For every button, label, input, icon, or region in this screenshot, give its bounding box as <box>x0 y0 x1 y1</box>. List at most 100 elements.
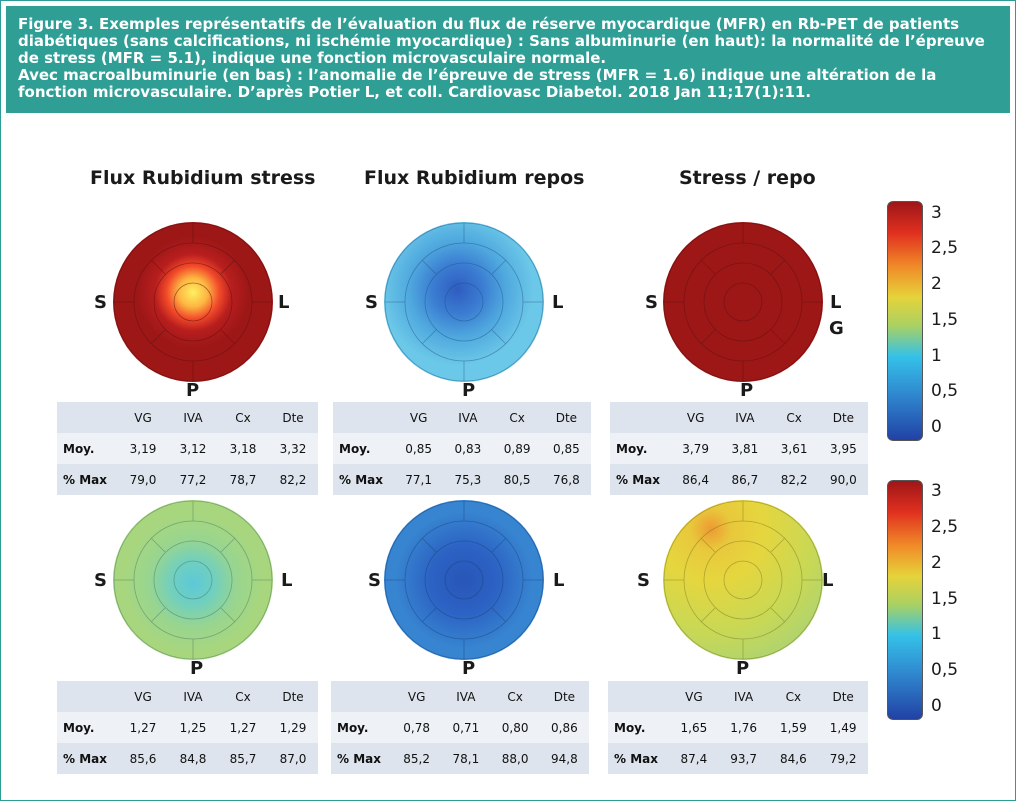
label-l: L <box>553 570 565 591</box>
col-dte: Dte <box>541 402 591 433</box>
cell: 77,2 <box>168 464 218 495</box>
cell: 3,95 <box>818 433 868 464</box>
row-label-max: % Max <box>57 464 118 495</box>
caption-line-2: Avec macroalbuminurie (en bas) : l’anoma… <box>18 66 937 101</box>
col-cx: Cx <box>768 681 819 712</box>
label-p: P <box>186 380 200 401</box>
label-p: P <box>190 658 204 679</box>
cell: 3,32 <box>268 433 318 464</box>
label-p: P <box>462 658 476 679</box>
row-label-max: % Max <box>610 464 671 495</box>
cell: 3,61 <box>769 433 819 464</box>
data-table-repos-bottom: VG IVA Cx Dte Moy. 0,78 0,71 0,80 0,86 % Max 85,… <box>331 681 589 774</box>
color-scale-top <box>887 201 923 441</box>
title-repos: Flux Rubidium repos <box>364 167 585 189</box>
col-dte: Dte <box>818 681 868 712</box>
col-cx: Cx <box>492 402 542 433</box>
cell: 3,81 <box>720 433 770 464</box>
cell: 86,7 <box>720 464 770 495</box>
col-vg: VG <box>394 402 444 433</box>
col-dte: Dte <box>268 402 318 433</box>
cell: 1,25 <box>168 712 218 743</box>
cell: 78,1 <box>441 743 491 774</box>
data-table-stress-top: VG IVA Cx Dte Moy. 3,19 3,12 3,18 3,32 % Max 79,… <box>57 402 318 495</box>
polar-map-repos-top <box>384 222 544 382</box>
cell: 79,2 <box>818 743 868 774</box>
row-label-moy: Moy. <box>57 712 118 743</box>
cell: 78,7 <box>218 464 268 495</box>
col-vg: VG <box>118 681 168 712</box>
polar-map-repos-bottom <box>384 500 544 660</box>
cell: 85,7 <box>218 743 268 774</box>
col-vg: VG <box>671 402 721 433</box>
row-label-moy: Moy. <box>333 433 394 464</box>
col-cx: Cx <box>490 681 540 712</box>
col-cx: Cx <box>218 402 268 433</box>
polar-map-ratio-bottom <box>663 500 823 660</box>
scale-tick: 1,5 <box>931 310 959 330</box>
cell: 85,6 <box>118 743 168 774</box>
row-label-moy: Moy. <box>610 433 671 464</box>
cell: 0,83 <box>443 433 493 464</box>
cell: 84,6 <box>768 743 819 774</box>
caption-line-1: Figure 3. Exemples représentatifs de l’é… <box>18 15 985 67</box>
label-s: S <box>94 292 107 313</box>
col-cx: Cx <box>218 681 268 712</box>
scale-tick: 0 <box>931 696 942 716</box>
cell: 76,8 <box>541 464 591 495</box>
label-s: S <box>365 292 378 313</box>
label-s: S <box>368 570 381 591</box>
row-label-max: % Max <box>608 743 669 774</box>
col-iva: IVA <box>441 681 491 712</box>
cell: 93,7 <box>718 743 769 774</box>
label-s: S <box>94 570 107 591</box>
cell: 80,5 <box>492 464 542 495</box>
scale-tick: 1 <box>931 346 942 366</box>
label-s: S <box>637 570 650 591</box>
cell: 0,71 <box>441 712 491 743</box>
row-label-moy: Moy. <box>331 712 392 743</box>
scale-tick: 2 <box>931 274 942 294</box>
label-p: P <box>736 658 750 679</box>
row-label-moy: Moy. <box>608 712 669 743</box>
cell: 0,85 <box>394 433 444 464</box>
polar-map-ratio-top <box>663 222 823 382</box>
row-label-moy: Moy. <box>57 433 118 464</box>
data-table-ratio-bottom: VG IVA Cx Dte Moy. 1,65 1,76 1,59 1,49 % Max 87,… <box>608 681 868 774</box>
cell: 88,0 <box>490 743 540 774</box>
scale-tick: 1 <box>931 624 942 644</box>
row-label-max: % Max <box>333 464 394 495</box>
col-dte: Dte <box>268 681 318 712</box>
col-iva: IVA <box>720 402 770 433</box>
cell: 82,2 <box>769 464 819 495</box>
scale-tick: 2 <box>931 553 942 573</box>
color-scale-bottom <box>887 480 923 720</box>
cell: 0,80 <box>490 712 540 743</box>
cell: 84,8 <box>168 743 218 774</box>
label-p: P <box>740 380 754 401</box>
col-dte: Dte <box>539 681 589 712</box>
cell: 0,85 <box>541 433 591 464</box>
cell: 1,65 <box>669 712 719 743</box>
title-stress: Flux Rubidium stress <box>90 167 316 189</box>
cell: 3,79 <box>671 433 721 464</box>
scale-tick: 0,5 <box>931 381 959 401</box>
cell: 85,2 <box>392 743 442 774</box>
col-cx: Cx <box>769 402 819 433</box>
cell: 3,18 <box>218 433 268 464</box>
data-table-stress-bottom: VG IVA Cx Dte Moy. 1,27 1,25 1,27 1,29 % Max 85,… <box>57 681 318 774</box>
col-iva: IVA <box>168 402 218 433</box>
col-iva: IVA <box>168 681 218 712</box>
scale-tick: 3 <box>931 481 942 501</box>
cell: 3,19 <box>118 433 168 464</box>
cell: 82,2 <box>268 464 318 495</box>
label-l: L <box>552 292 564 313</box>
cell: 77,1 <box>394 464 444 495</box>
scale-tick: 0 <box>931 417 942 437</box>
row-label-max: % Max <box>331 743 392 774</box>
scale-tick: 1,5 <box>931 589 959 609</box>
cell: 1,49 <box>818 712 868 743</box>
label-g: G <box>829 318 844 339</box>
title-ratio: Stress / repo <box>679 167 816 189</box>
